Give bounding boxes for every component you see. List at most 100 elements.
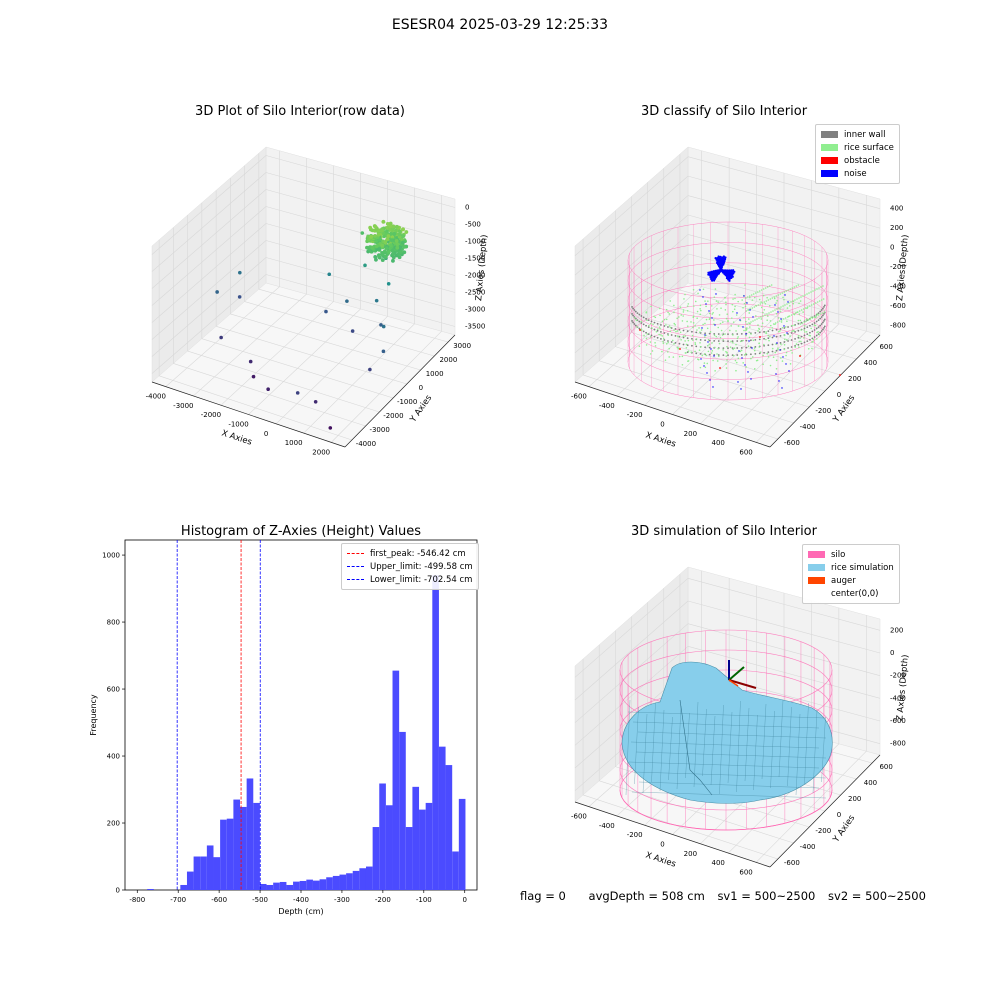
rice-surface-point [779, 329, 781, 332]
surface-point [399, 250, 403, 254]
noise-point [720, 263, 723, 266]
rice-surface-point [654, 341, 656, 344]
surface-point [385, 252, 390, 256]
rice-surface-point [736, 337, 739, 340]
rice-surface-point [692, 305, 695, 307]
rice-surface-point [812, 340, 814, 343]
histogram-bar [405, 827, 413, 890]
surface-point [379, 242, 384, 247]
surface-point [372, 237, 377, 242]
inner-wall-point [736, 347, 739, 349]
inner-wall-point [794, 331, 796, 333]
rice-surface-point [731, 341, 734, 344]
rice-surface-point [813, 324, 816, 326]
x-tick-label: -200 [375, 896, 391, 904]
rice-surface-point [703, 362, 706, 364]
rice-surface-point [769, 335, 771, 338]
rice-surface-point [667, 351, 669, 353]
rice-surface-point [741, 299, 743, 301]
noise-point [716, 269, 719, 272]
surface-point [393, 245, 397, 250]
z-tick-label: 0 [890, 649, 894, 657]
noise-point [725, 275, 729, 278]
gridline [647, 318, 841, 376]
surface-point [395, 235, 400, 240]
rice-surface-point [749, 326, 751, 328]
rice-surface-point [784, 338, 786, 341]
noise-point [721, 269, 724, 272]
z-tick-label: 200 [890, 626, 903, 634]
rice-surface-point [786, 320, 788, 323]
inner-wall-point [704, 339, 707, 342]
rice-surface-point [817, 330, 819, 333]
surface-point [385, 233, 390, 237]
y-tick-label: 1000 [426, 370, 444, 378]
rice-surface-point [758, 327, 760, 330]
rice-surface-point [758, 290, 761, 292]
noise-point [707, 271, 710, 274]
rice-surface-point [798, 313, 801, 315]
gridline [173, 363, 366, 427]
x-tick-label: -300 [334, 896, 350, 904]
inner-wall-point [749, 353, 752, 356]
rice-surface-point [765, 338, 767, 341]
inner-wall-point [650, 327, 653, 330]
inner-wall-point [815, 313, 818, 316]
rice-surface-point [816, 301, 819, 303]
z-axis-label: Z Axies (Depth) [895, 234, 911, 301]
noise-point [717, 272, 721, 275]
inner-wall-point [823, 327, 825, 329]
gridline [275, 316, 388, 425]
inner-wall-point [754, 352, 757, 355]
rice-surface-point [676, 317, 678, 320]
noise-point [712, 272, 715, 275]
z-tick-label: -400 [890, 282, 906, 290]
gridline [574, 691, 689, 791]
rice-surface-point [732, 348, 734, 351]
noise-point [748, 340, 750, 342]
surface-mesh-line [821, 716, 826, 783]
inner-wall-point [686, 337, 689, 340]
rice-surface-point [814, 316, 817, 319]
surface-point [404, 244, 409, 249]
noise-point [718, 260, 722, 263]
surface-mesh-line [778, 699, 784, 778]
surface-point [385, 221, 390, 226]
rice-surface-point [667, 341, 670, 344]
gridline [574, 578, 689, 678]
gridline [631, 752, 826, 812]
rice-surface-point [649, 341, 652, 343]
rice-surface-point [667, 334, 670, 337]
rice-surface-point [798, 302, 800, 305]
rice-surface-point [762, 354, 764, 357]
noise-point [721, 269, 724, 272]
gridline [265, 189, 456, 242]
noise-point [719, 269, 722, 272]
rice-surface-point [815, 315, 818, 317]
rice-surface-point [747, 345, 750, 348]
rice-surface-point [725, 303, 727, 306]
gridline [244, 301, 435, 357]
inner-wall-point [727, 354, 729, 357]
x-tick-label: 0 [660, 421, 664, 429]
surface-point [401, 227, 405, 232]
x-tick-label: -3000 [173, 402, 193, 410]
rice-surface-point [774, 323, 776, 326]
surface-point [390, 253, 394, 258]
rice-surface-point [737, 325, 740, 327]
plot-area [124, 539, 478, 891]
rice-surface-point [805, 320, 808, 322]
surface-point [381, 230, 386, 235]
rice-surface-point [776, 308, 778, 310]
noise-point [718, 266, 721, 269]
gridline [616, 293, 730, 397]
surface-point [379, 228, 384, 232]
surface-point [400, 233, 405, 238]
z-tick-label: -3000 [465, 306, 485, 314]
gridline [265, 155, 456, 208]
surface-point [390, 235, 395, 240]
inner-wall-point [763, 351, 765, 354]
histogram-bar [246, 778, 254, 890]
rice-surface-point [713, 323, 715, 325]
rice-surface-point [668, 313, 671, 315]
